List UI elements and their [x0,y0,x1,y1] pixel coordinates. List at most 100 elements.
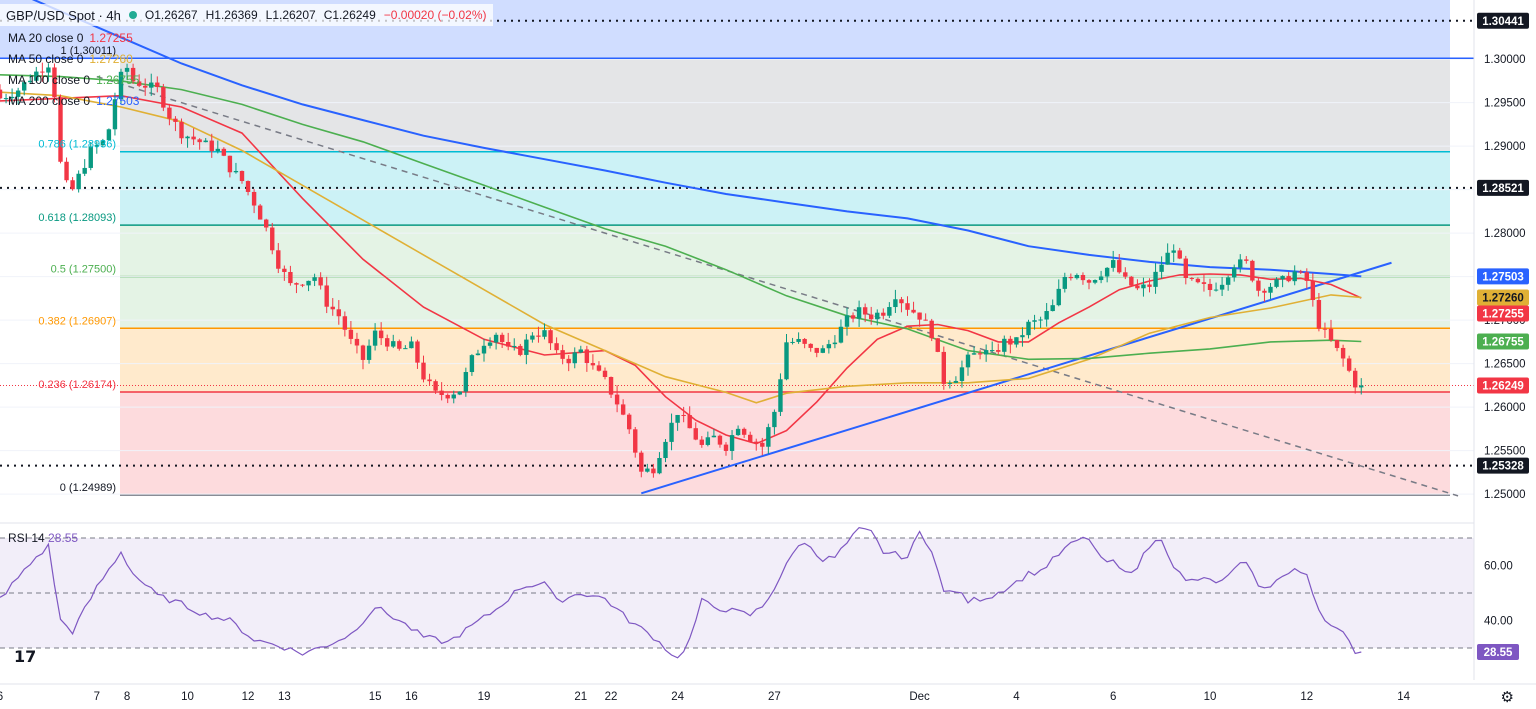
candle-body [1147,284,1152,287]
candle-body [548,330,553,344]
price-tag-label: 1.26755 [1482,336,1524,348]
candle [1159,256,1164,279]
rsi-legend[interactable]: RSI 14 28.55 [8,531,78,545]
candle [270,222,275,255]
tradingview-logo-icon[interactable]: 𝟭𝟳 [14,649,37,666]
candle [378,322,384,346]
candle [1292,265,1297,286]
candle [965,351,971,376]
candle-body [415,341,420,363]
candle-body [1026,321,1031,336]
candle [1050,299,1055,312]
candle [28,74,33,84]
candle [173,116,178,132]
candle-body [1002,338,1007,352]
candle-body [754,441,759,443]
candle [796,332,801,344]
candle-body [977,353,983,355]
candle-body [681,414,686,416]
fib-label: 0.5 (1.27500) [51,264,116,276]
candle-body [372,330,378,346]
candle [935,338,940,353]
candle-body [1104,267,1110,277]
candle [808,343,813,352]
candle-body [1183,258,1188,279]
candle [1298,269,1303,275]
ma20-legend[interactable]: MA 20 close 0 1.27255 [8,28,139,49]
candle [1316,293,1322,332]
candle [639,450,644,478]
candle [294,282,299,294]
time-axis[interactable]: 6 7 8 10 12 13 15 16 19 21 22 24 27 Dec 4 6 10 12 14 [0,683,1536,703]
candle [856,300,862,327]
candle [245,180,251,196]
candle [360,344,366,370]
candle-body [820,348,825,353]
candle-body [0,89,3,99]
candle-body [614,394,620,405]
price-axis[interactable]: 1.250001.255001.260001.265001.270001.275… [1473,0,1536,709]
price-tick-label: 1.25000 [1484,489,1526,501]
symbol-title[interactable]: GBP/USD Spot · 4h [6,7,121,23]
price-tag-label: 1.30441 [1482,16,1524,28]
candle-body [826,344,832,349]
candle [1098,270,1104,284]
candle-body [923,319,928,321]
candle [669,413,674,451]
candle [1135,279,1140,291]
candle [820,345,825,354]
candle-body [1177,250,1182,259]
time-tick-label: 13 [278,691,291,703]
candle-body [869,314,874,320]
candle [917,312,922,327]
candle [838,319,844,344]
candle-body [1213,289,1219,291]
candle [887,302,892,319]
candle-body [699,439,704,445]
ma100-legend[interactable]: MA 100 close 0 1.26755 [8,70,139,91]
candle-body [911,309,916,313]
candle-body [366,345,372,360]
rsi-tag-bg [1477,643,1519,660]
candle-body [530,335,535,340]
candle-body [124,67,130,72]
candle [94,141,99,154]
candle-body [421,362,426,380]
candle-body [40,71,45,73]
candle-body [1286,276,1291,282]
candle [40,62,45,82]
candle [324,276,329,314]
ma200-legend[interactable]: MA 200 close 0 1.27503 [8,91,139,112]
ma50-legend[interactable]: MA 50 close 0 1.27260 [8,49,139,70]
candle [493,332,499,350]
candle [82,159,87,177]
price-tick-label: 1.26500 [1484,359,1526,371]
candle-body [52,67,57,98]
candle [748,431,753,443]
candle-body [542,330,547,337]
candle-body [300,284,305,286]
candle-body [1171,250,1176,253]
price-tag-label: 1.26249 [1482,380,1524,392]
candle-body [46,67,51,73]
fib-labels: 0.786 (1.28936) 0.618 (1.28093) 0.5 (1.275… [38,45,116,494]
candle [1183,255,1188,285]
candle-body [149,82,154,88]
candle-body [1080,274,1086,281]
candle [923,313,928,321]
candle [421,355,426,383]
candle-body [633,429,638,453]
candle-body [463,372,469,392]
candle-body [651,468,656,474]
trendlines[interactable] [96,75,1459,497]
candle [1334,339,1340,352]
candle-body [391,341,396,347]
candle [1189,277,1195,281]
candle-body [227,155,233,173]
candle-body [959,367,965,381]
settings-gear-icon[interactable]: ⚙ [1500,689,1514,706]
candle [264,218,269,232]
candle [1056,279,1061,307]
price-tag: 1.26249 [1477,377,1529,394]
